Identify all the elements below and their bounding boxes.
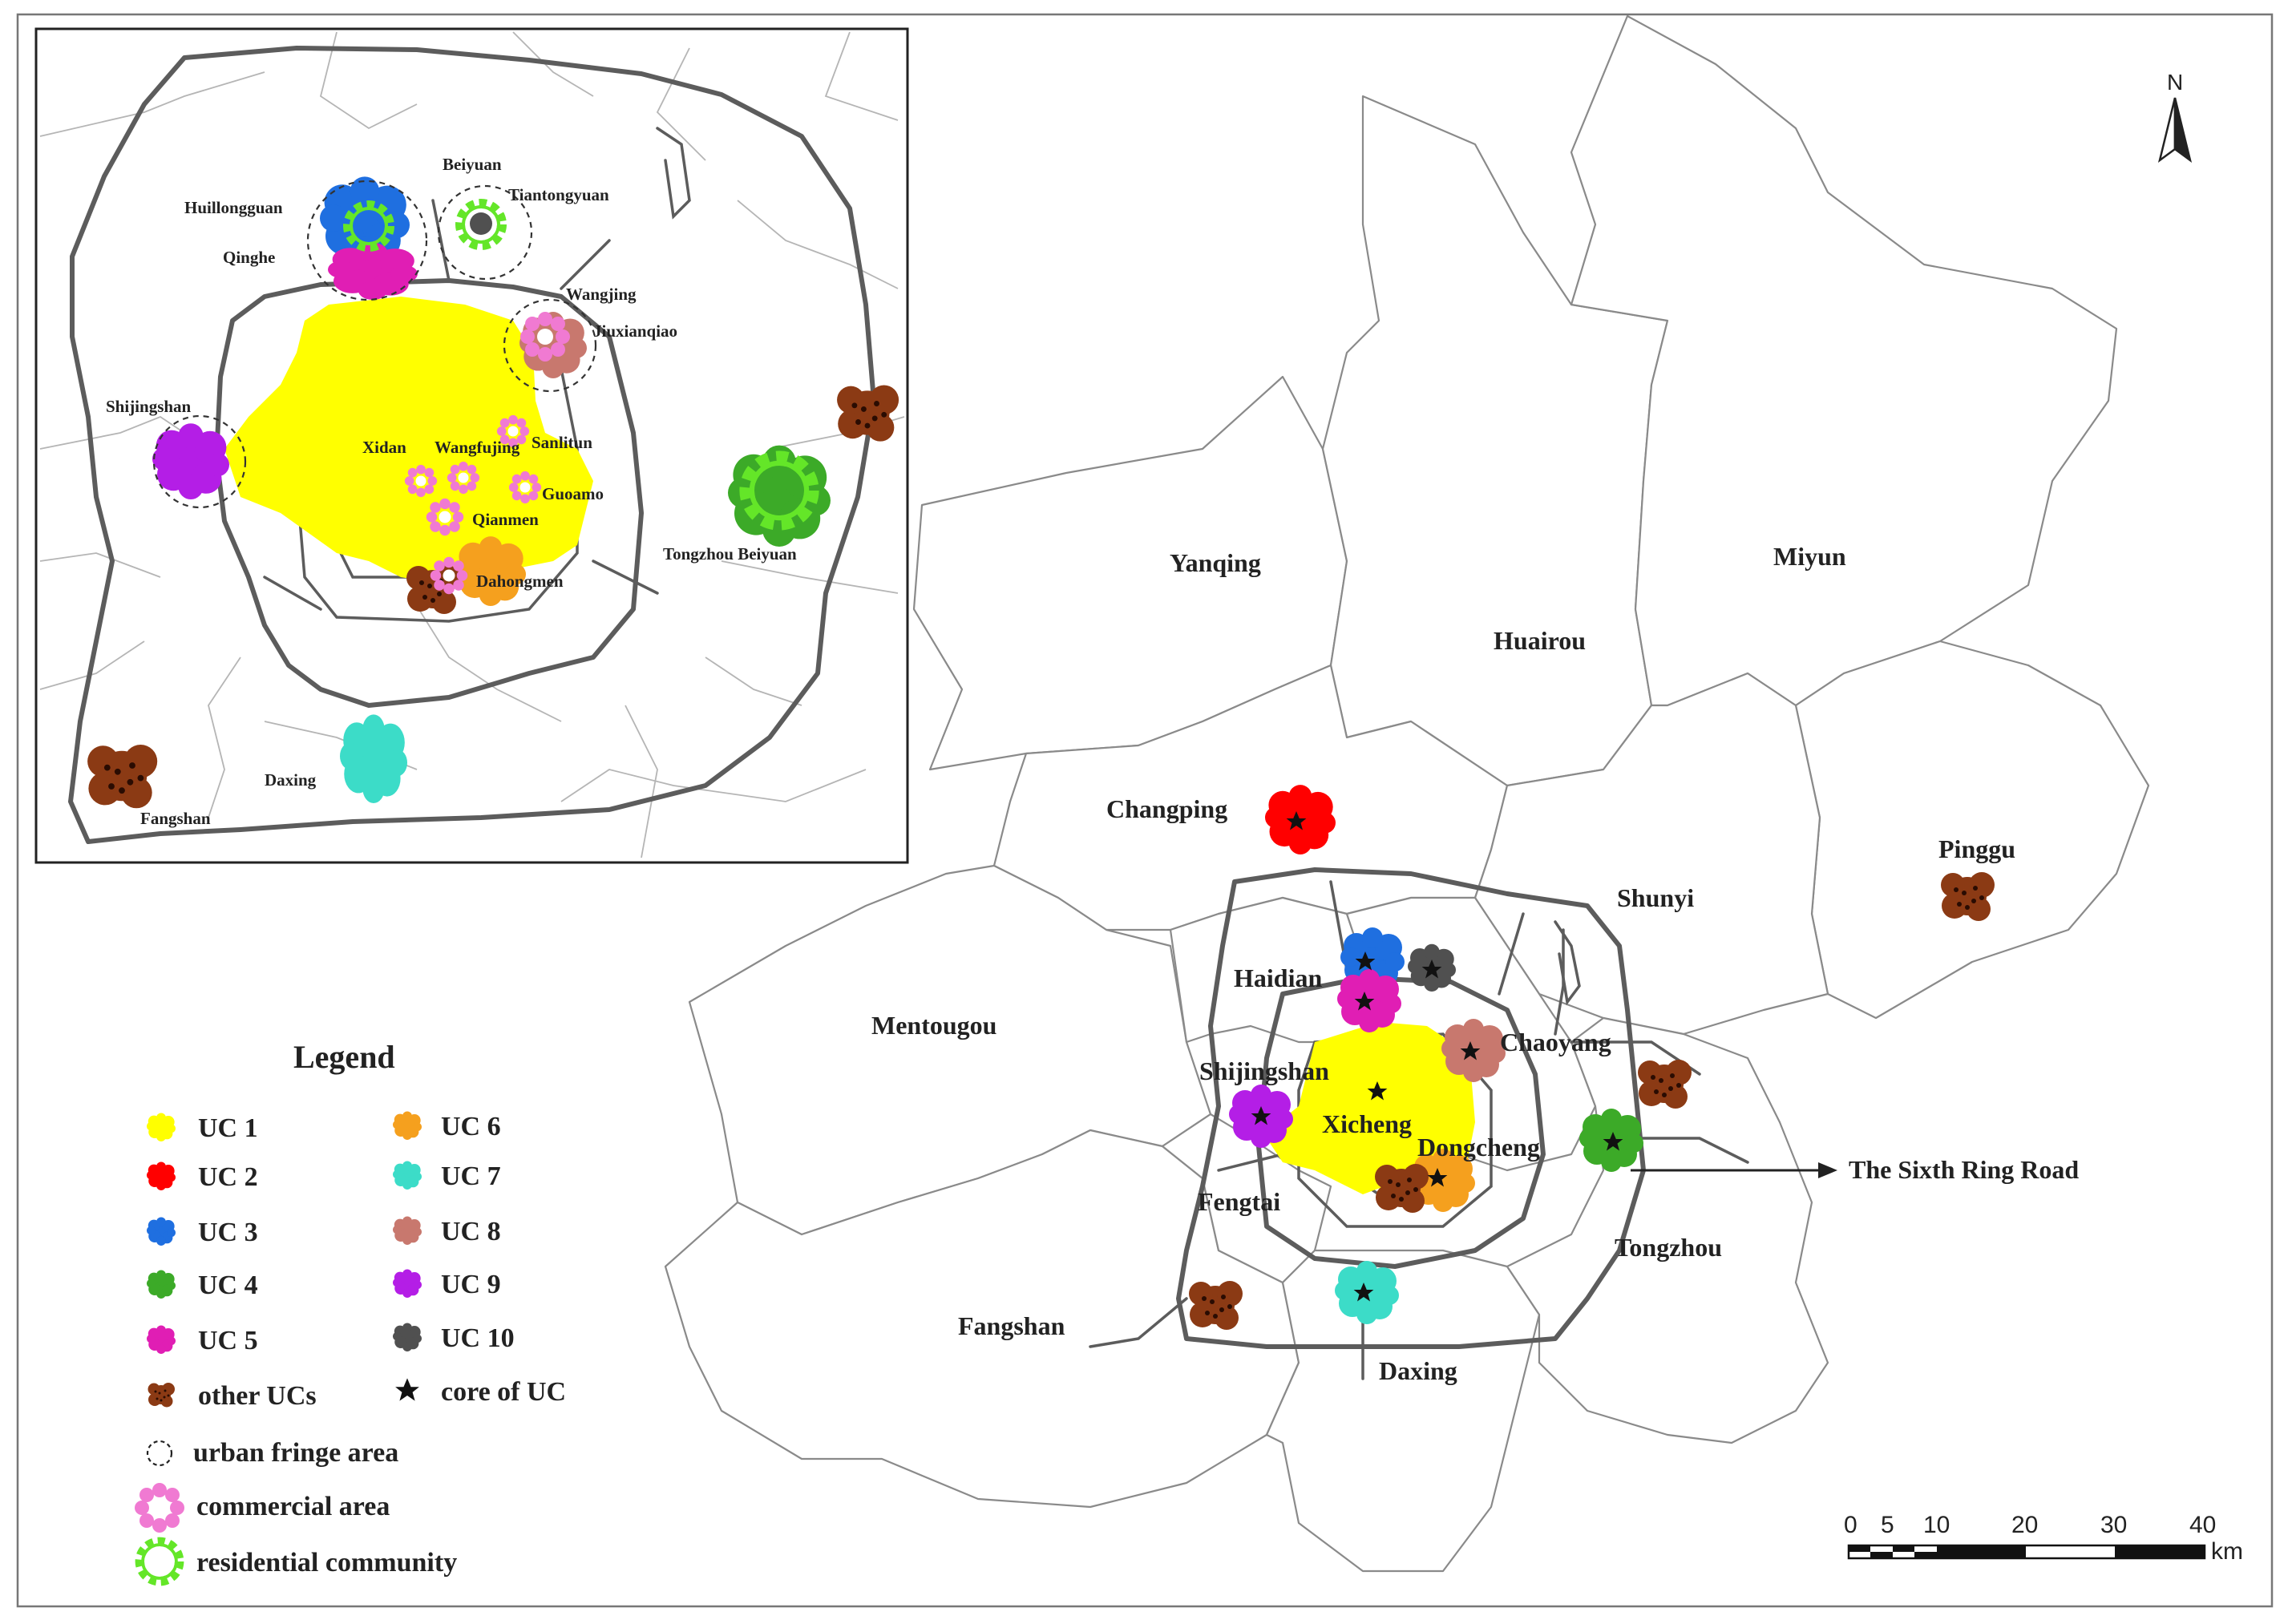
inset-other-uc-east	[837, 385, 899, 442]
legend-label-uc8: UC 8	[441, 1217, 501, 1246]
inset-label-qianmen: Qianmen	[472, 510, 539, 529]
legend-label-uc10: UC 10	[441, 1323, 515, 1353]
other-uc-chaoyang	[1638, 1060, 1692, 1109]
inset-commercial-xidan	[404, 464, 438, 498]
scale-tick-40: 40	[2189, 1512, 2216, 1538]
legend-label-uc3: UC 3	[198, 1218, 258, 1247]
district-label-haidian: Haidian	[1234, 963, 1322, 992]
other-uc-dongcheng	[1375, 1164, 1429, 1213]
inset-label-huilongguan: Huillongguan	[184, 198, 283, 217]
district-label-dongcheng: Dongcheng	[1417, 1133, 1540, 1161]
inset-other-uc-fangshan	[87, 745, 158, 809]
district-label-pinggu: Pinggu	[1938, 834, 2015, 863]
inset-airport-road	[656, 127, 691, 220]
district-label-mentougou: Mentougou	[871, 1011, 996, 1040]
north-arrow-label: N	[2167, 70, 2183, 95]
district-label-huairou: Huairou	[1494, 626, 1586, 655]
district-boundaries	[664, 14, 2150, 1573]
district-labels: Yanqing Huairou Miyun Changping Pinggu S…	[871, 542, 2015, 1385]
legend-col-1: UC 1 UC 2 UC 3 UC 4 UC 5 other UCs	[147, 1113, 317, 1411]
inset-uc10-cluster	[470, 212, 492, 235]
sixth-ring-road	[1176, 867, 1646, 1349]
inset-label-shijingshan: Shijingshan	[106, 397, 192, 416]
inset-label-jiuxianqiao: Jiuxianqiao	[593, 321, 677, 341]
legend-label-other-ucs: other UCs	[198, 1381, 317, 1411]
inset-uc1-cluster	[224, 297, 593, 585]
district-label-daxing: Daxing	[1379, 1356, 1457, 1385]
inset-label-xidan: Xidan	[362, 438, 406, 457]
legend-label-uc6: UC 6	[441, 1112, 501, 1141]
scale-tick-30: 30	[2100, 1512, 2127, 1538]
legend-swatch-fringe	[146, 1440, 173, 1467]
scale-tick-10: 10	[1923, 1512, 1950, 1538]
inset-label-wangfujing: Wangfujing	[435, 438, 520, 457]
legend-label-core: core of UC	[441, 1377, 566, 1407]
district-label-tongzhou: Tongzhou	[1615, 1233, 1722, 1262]
inset-commercial-guomao	[508, 471, 542, 504]
legend-label-commercial: commercial area	[196, 1492, 390, 1521]
inset-label-beiyuan: Beiyuan	[443, 155, 502, 174]
scale-bar: 0 5 10 20 30 40 km	[1844, 1512, 2243, 1565]
legend-label-fringe: urban fringe area	[193, 1438, 398, 1468]
legend: Legend UC 1 UC 2 UC 3 UC 4 UC 5 other UC…	[135, 1039, 566, 1582]
district-label-shunyi: Shunyi	[1617, 883, 1694, 912]
legend-label-uc4: UC 4	[198, 1271, 258, 1300]
legend-label-uc1: UC 1	[198, 1113, 258, 1143]
inset-label-daxing: Daxing	[265, 770, 317, 790]
uc1-cluster	[1267, 1022, 1475, 1194]
inset-labels: Huillongguan Beiyuan Tiantongyuan Qinghe…	[106, 155, 797, 828]
legend-label-uc2: UC 2	[198, 1162, 258, 1192]
legend-label-residential: residential community	[196, 1548, 457, 1578]
inset-label-tiantongyuan: Tiantongyuan	[508, 185, 609, 204]
inset-label-sanlitun: Sanlitun	[532, 433, 592, 452]
district-label-fangshan: Fangshan	[958, 1311, 1065, 1340]
scale-unit: km	[2211, 1538, 2243, 1565]
district-label-fengtai: Fengtai	[1198, 1187, 1280, 1216]
inset-label-dahongmen: Dahongmen	[476, 572, 564, 591]
airport-road	[1554, 920, 1581, 1006]
legend-title: Legend	[293, 1039, 395, 1075]
legend-label-uc5: UC 5	[198, 1326, 258, 1355]
inset-urban-fringe-circles	[152, 180, 597, 509]
inset-label-fangshan: Fangshan	[140, 809, 211, 828]
legend-col-2: UC 6 UC 7 UC 8 UC 9 UC 10 core of UC	[393, 1111, 566, 1407]
inset-fifth-ring-road	[214, 278, 644, 708]
north-arrow-icon: N	[2157, 70, 2193, 164]
district-label-miyun: Miyun	[1773, 542, 1846, 571]
inset-map: Huillongguan Beiyuan Tiantongyuan Qinghe…	[34, 27, 909, 864]
scale-tick-5: 5	[1881, 1512, 1894, 1538]
legend-swatch-other-ucs	[148, 1383, 175, 1408]
scale-bar-ticks: 0 5 10 20 30 40	[1844, 1512, 2216, 1538]
inset-commercial-qianmen	[426, 498, 464, 536]
scale-tick-0: 0	[1844, 1512, 1857, 1538]
inset-commercial-wangjing	[520, 312, 570, 362]
sixth-ring-road-pointer: The Sixth Ring Road	[1631, 1155, 2079, 1184]
district-label-xicheng: Xicheng	[1322, 1109, 1412, 1138]
other-uc-fangshan	[1189, 1281, 1243, 1330]
inset-sixth-ring-road	[68, 46, 876, 844]
legend-label-uc7: UC 7	[441, 1161, 501, 1191]
inset-label-qinghe: Qinghe	[223, 248, 275, 267]
legend-swatch-commercial	[135, 1483, 184, 1533]
inset-label-guomao: Guoamo	[542, 484, 604, 503]
legend-label-uc9: UC 9	[441, 1270, 501, 1299]
sixth-ring-road-label: The Sixth Ring Road	[1849, 1155, 2079, 1184]
inset-commercial-wangfujing	[447, 461, 480, 495]
district-tongzhou-shape	[1506, 1016, 1829, 1444]
inset-label-wangjing: Wangjing	[566, 285, 637, 304]
district-label-yanqing: Yanqing	[1170, 548, 1261, 577]
district-label-shijingshan: Shijingshan	[1199, 1056, 1329, 1085]
main-urban-centers	[1189, 785, 1995, 1330]
district-label-chaoyang: Chaoyang	[1500, 1028, 1611, 1056]
inset-label-tongzhou-beiyuan: Tongzhou Beiyuan	[663, 544, 797, 564]
inset-commercial-dahongmen	[430, 556, 468, 595]
other-uc-pinggu	[1941, 872, 1995, 921]
district-daxing-shape	[1265, 1249, 1541, 1573]
scale-tick-20: 20	[2011, 1512, 2038, 1538]
district-label-changping: Changping	[1106, 794, 1227, 823]
